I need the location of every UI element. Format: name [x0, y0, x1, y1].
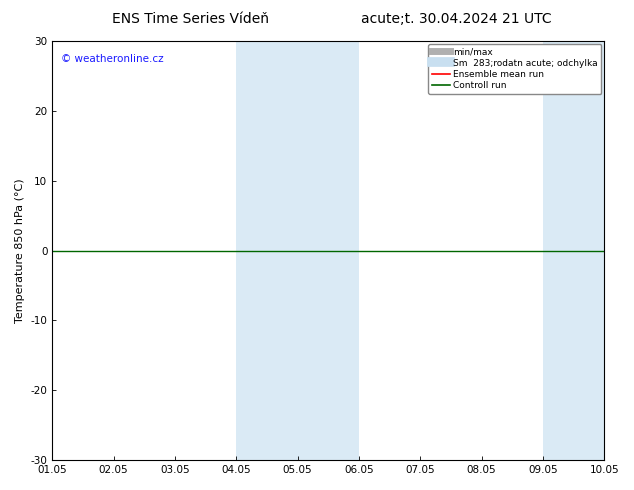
- Bar: [543, 41, 604, 460]
- Bar: [236, 41, 359, 460]
- Legend: min/max, Sm  283;rodatn acute; odchylka, Ensemble mean run, Controll run: min/max, Sm 283;rodatn acute; odchylka, …: [428, 44, 602, 94]
- Text: ENS Time Series Vídeň: ENS Time Series Vídeň: [112, 12, 269, 26]
- Y-axis label: Temperature 850 hPa (°C): Temperature 850 hPa (°C): [15, 178, 25, 323]
- Text: © weatheronline.cz: © weatheronline.cz: [61, 53, 163, 64]
- Text: acute;t. 30.04.2024 21 UTC: acute;t. 30.04.2024 21 UTC: [361, 12, 552, 26]
